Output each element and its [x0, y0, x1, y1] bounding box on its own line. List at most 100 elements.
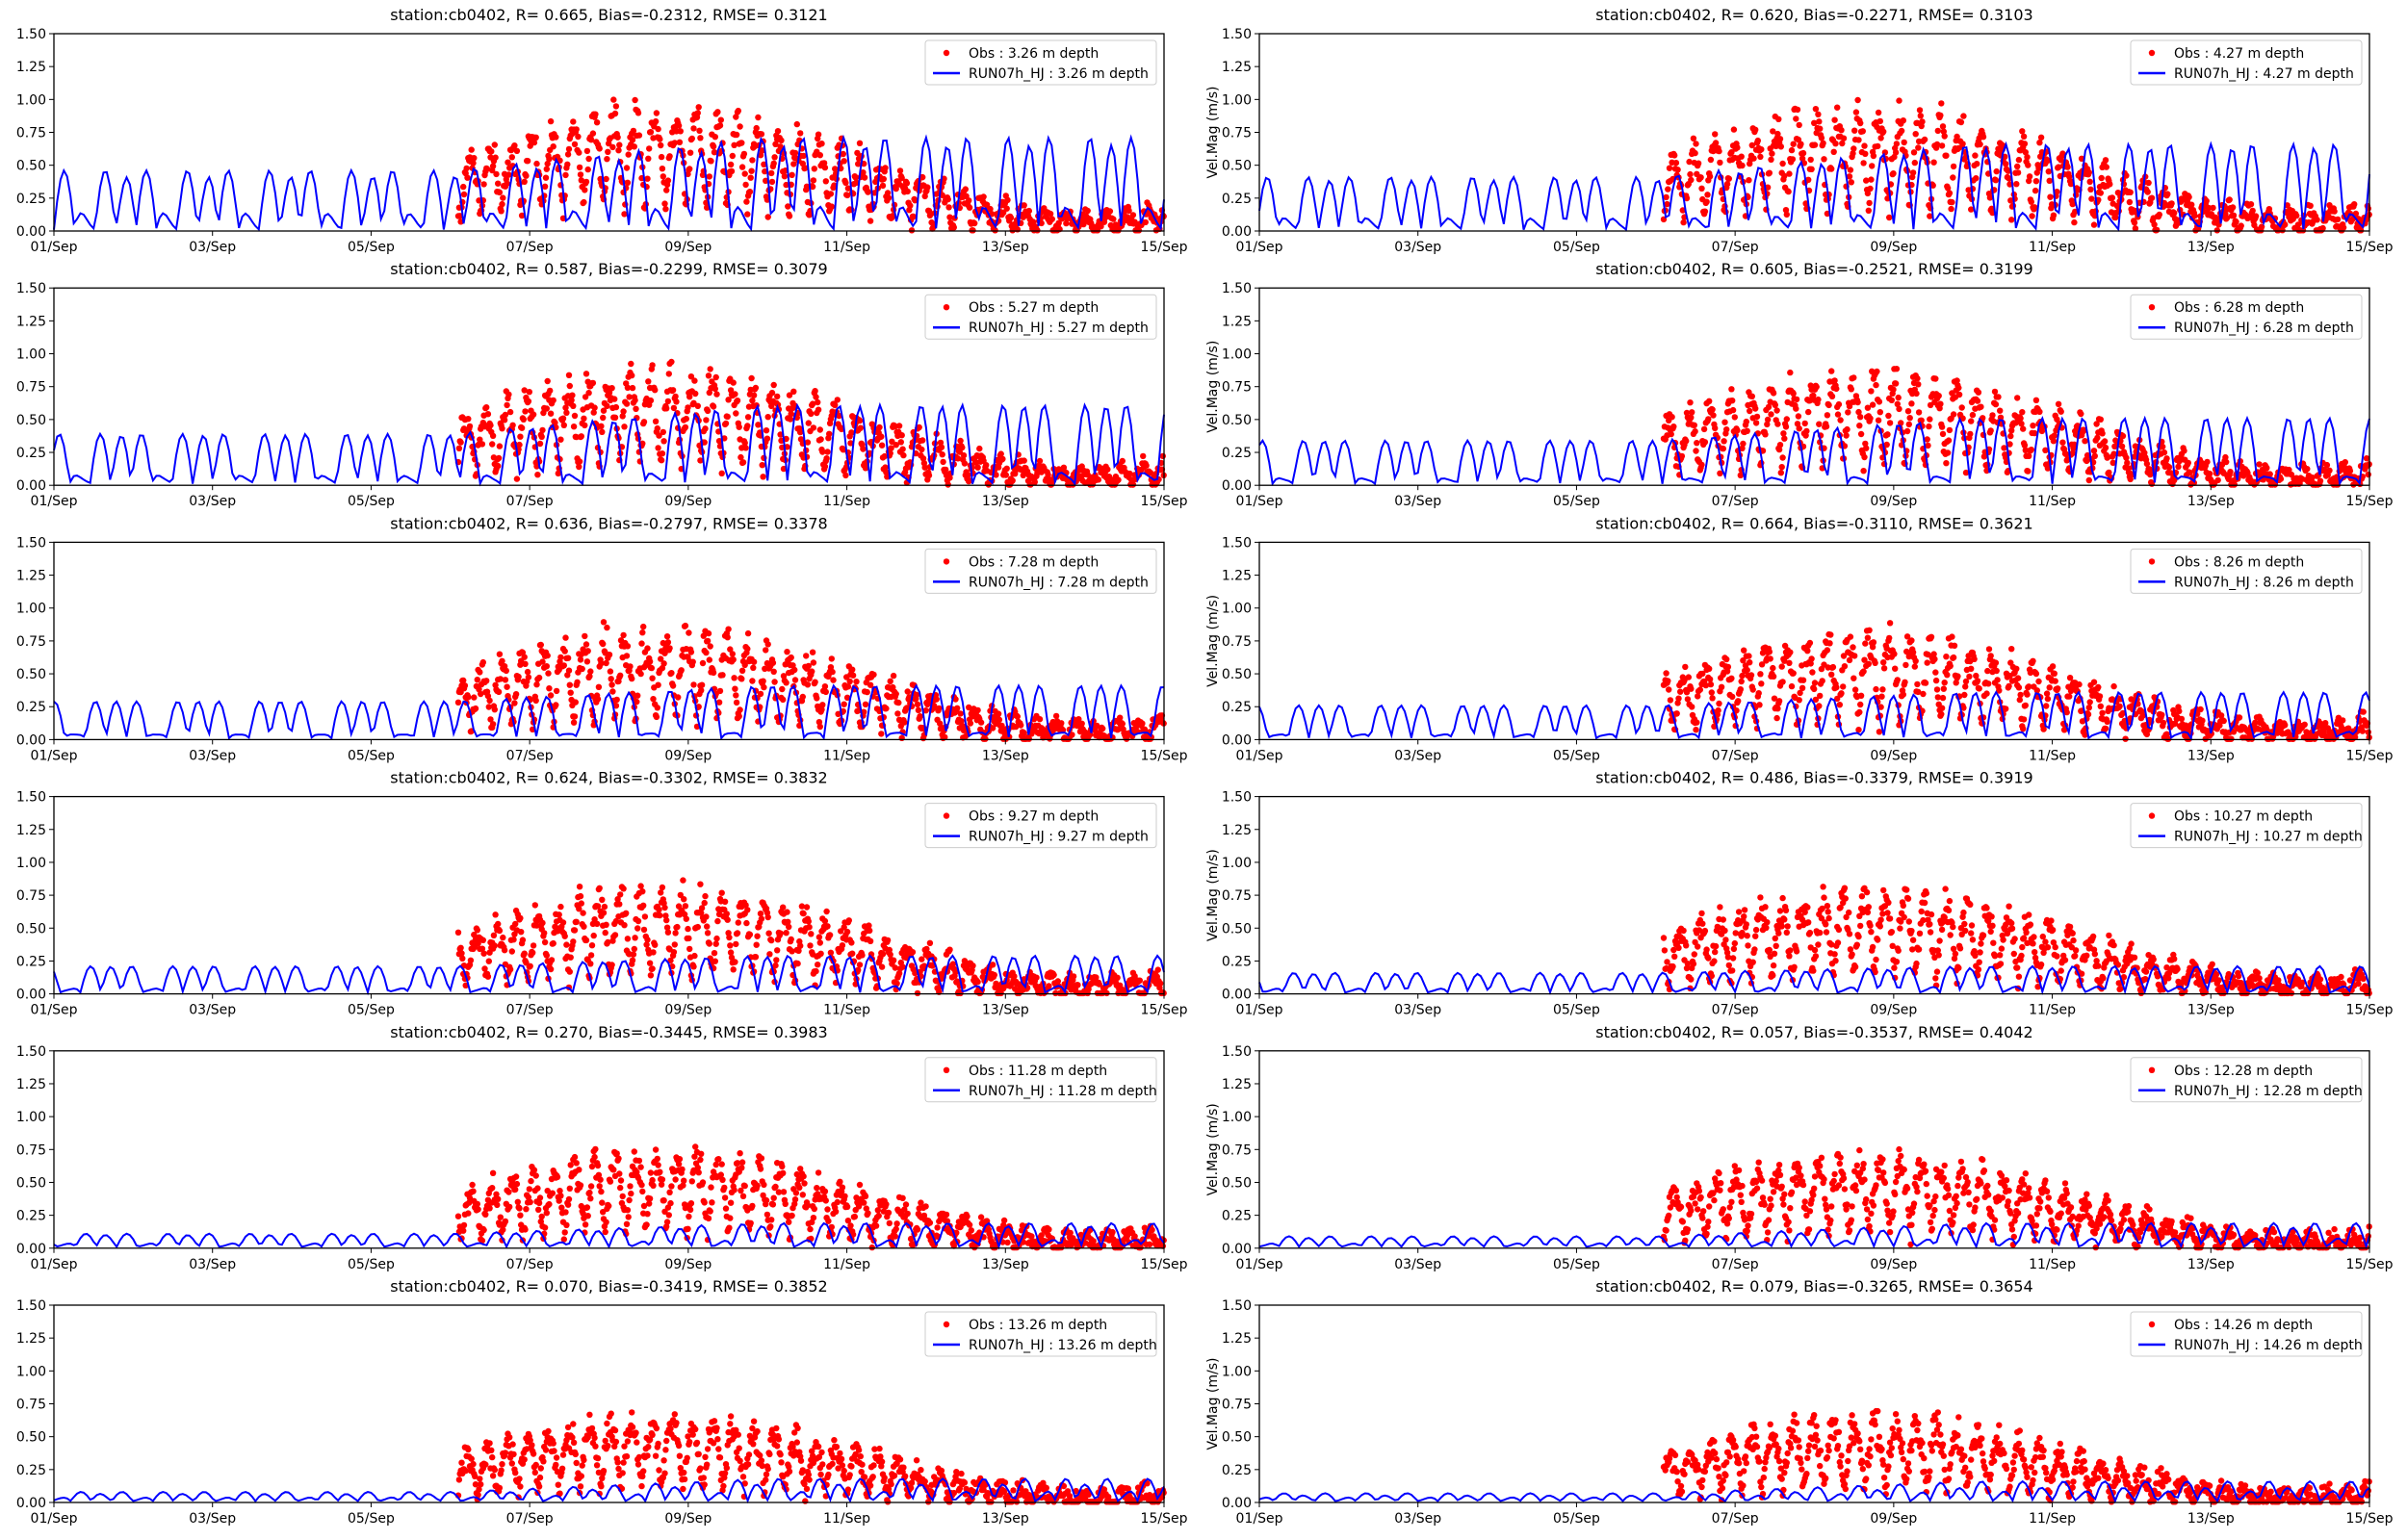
- obs-point: [2094, 434, 2101, 442]
- obs-point: [974, 706, 981, 714]
- obs-scatter: [1660, 620, 2372, 742]
- obs-point: [946, 214, 953, 220]
- obs-point: [816, 426, 823, 433]
- obs-point: [1811, 680, 1819, 686]
- y-tick-label: 1.50: [16, 535, 46, 551]
- legend-model-label: RUN07h_HJ : 5.27 m depth: [969, 321, 1149, 336]
- obs-point: [785, 203, 791, 210]
- obs-point: [1930, 159, 1937, 166]
- subplot-title: station:cb0402, R= 0.636, Bias=-0.2797, …: [390, 514, 827, 532]
- obs-point: [1823, 423, 1830, 430]
- x-tick-label: 15/Sep: [1141, 494, 1188, 509]
- y-tick-label: 0.75: [1222, 380, 1252, 396]
- obs-point: [971, 219, 978, 227]
- obs-point: [763, 177, 769, 184]
- obs-point: [820, 160, 828, 167]
- obs-point: [808, 410, 815, 418]
- obs-point: [1939, 123, 1947, 130]
- obs-point: [589, 130, 597, 137]
- obs-point: [694, 110, 701, 116]
- obs-point: [1159, 452, 1167, 460]
- x-tick-label: 13/Sep: [2187, 240, 2235, 255]
- obs-point: [853, 679, 860, 685]
- obs-point: [1856, 423, 1863, 429]
- obs-point: [867, 218, 874, 224]
- obs-point: [1917, 113, 1925, 119]
- obs-point: [509, 422, 516, 428]
- obs-point: [471, 155, 478, 162]
- obs-point: [553, 134, 559, 141]
- obs-point: [2088, 195, 2095, 202]
- obs-point: [499, 200, 505, 208]
- obs-point: [1708, 689, 1716, 696]
- obs-point: [1827, 631, 1834, 638]
- obs-point: [561, 648, 568, 654]
- obs-point: [2030, 423, 2036, 429]
- obs-point: [2233, 218, 2239, 225]
- obs-point: [729, 651, 736, 657]
- obs-point: [760, 474, 766, 480]
- obs-point: [707, 643, 713, 650]
- obs-point: [608, 681, 615, 688]
- obs-point: [2213, 227, 2220, 234]
- obs-point: [1825, 401, 1832, 409]
- obs-point: [716, 687, 724, 695]
- x-tick-label: 07/Sep: [506, 494, 554, 509]
- obs-point: [531, 139, 538, 146]
- obs-point: [1716, 700, 1722, 707]
- obs-point: [665, 371, 672, 377]
- obs-point: [495, 462, 502, 470]
- obs-point: [2102, 157, 2109, 164]
- obs-point: [750, 392, 758, 398]
- obs-point: [576, 164, 583, 171]
- obs-point: [566, 382, 573, 390]
- obs-point: [1691, 422, 1698, 428]
- obs-point: [1724, 663, 1732, 671]
- obs-point: [589, 379, 597, 387]
- obs-point: [2185, 459, 2191, 467]
- obs-point: [542, 174, 550, 181]
- obs-point: [1680, 218, 1687, 226]
- obs-point: [652, 387, 659, 394]
- obs-point: [1706, 676, 1714, 682]
- obs-point: [2293, 212, 2300, 219]
- obs-point: [616, 141, 623, 148]
- obs-point: [1021, 457, 1027, 464]
- obs-point: [653, 110, 660, 116]
- obs-point: [2144, 189, 2151, 195]
- x-tick-label: 11/Sep: [2029, 240, 2076, 255]
- obs-point: [1913, 390, 1920, 398]
- obs-point: [2026, 173, 2033, 180]
- obs-point: [1867, 415, 1874, 422]
- obs-point: [1845, 409, 1851, 416]
- x-tick-label: 13/Sep: [982, 494, 1029, 509]
- obs-point: [1974, 161, 1980, 167]
- obs-point: [594, 696, 602, 703]
- obs-point: [1995, 394, 2002, 400]
- obs-point: [1931, 655, 1938, 662]
- obs-point: [1852, 109, 1860, 116]
- obs-point: [919, 173, 926, 181]
- obs-point: [1848, 386, 1855, 393]
- obs-point: [577, 171, 584, 178]
- obs-point: [1126, 207, 1132, 215]
- obs-point: [1920, 690, 1927, 698]
- obs-point: [524, 158, 531, 165]
- obs-point: [2124, 459, 2131, 467]
- obs-point: [1994, 677, 2001, 683]
- obs-point: [919, 446, 925, 453]
- obs-point: [634, 110, 642, 116]
- obs-point: [654, 424, 660, 432]
- obs-point: [1749, 686, 1756, 693]
- obs-point: [810, 424, 817, 431]
- obs-point: [856, 417, 864, 424]
- model-line: [1258, 415, 2370, 487]
- obs-point: [1914, 375, 1921, 382]
- obs-point: [1912, 131, 1919, 138]
- obs-point: [523, 172, 530, 179]
- x-tick-label: 11/Sep: [2029, 494, 2076, 509]
- obs-point: [1968, 418, 1975, 424]
- obs-point: [1770, 664, 1776, 672]
- obs-point: [495, 180, 502, 187]
- obs-point: [1980, 134, 1987, 141]
